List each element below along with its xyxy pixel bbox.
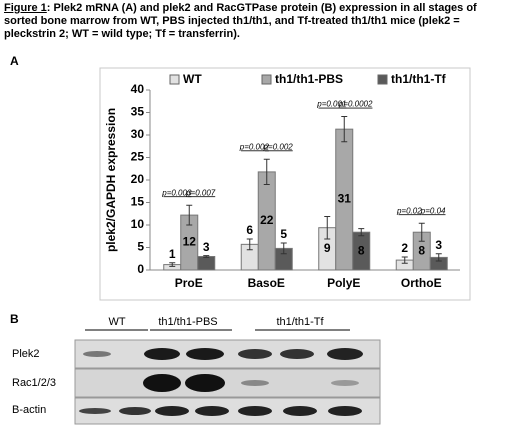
legend-label: WT xyxy=(183,72,202,86)
y-tick-label: 15 xyxy=(131,195,145,209)
y-axis-label: plek2/GAPDH expression xyxy=(104,108,118,252)
value-label: 8 xyxy=(358,243,365,257)
value-label: 31 xyxy=(338,192,352,206)
value-label: 6 xyxy=(246,223,253,237)
error-bar xyxy=(418,222,425,242)
p-value: p=0.003 xyxy=(161,188,192,197)
p-value: p=0.002 xyxy=(239,142,270,151)
error-bar xyxy=(186,204,193,226)
value-label: 12 xyxy=(183,235,197,249)
value-label: 1 xyxy=(169,247,176,261)
y-tick-label: 30 xyxy=(131,127,145,141)
p-value: p=0.0002 xyxy=(338,100,373,109)
row-label: Plek2 xyxy=(12,348,40,360)
error-bar xyxy=(263,158,270,185)
legend-swatch xyxy=(377,74,388,85)
value-label: 8 xyxy=(418,243,425,257)
row-label: B-actin xyxy=(12,404,46,416)
error-bar xyxy=(341,116,348,143)
error-bar xyxy=(169,262,176,267)
legend-label: th1/th1-Tf xyxy=(391,72,447,86)
y-tick-label: 10 xyxy=(131,217,145,231)
y-tick-label: 0 xyxy=(137,262,144,276)
value-label: 3 xyxy=(203,240,210,254)
p-value: p=0.007 xyxy=(185,188,216,197)
value-label: 22 xyxy=(260,213,274,227)
legend-swatch xyxy=(261,74,272,85)
p-value: p=0.001 xyxy=(316,100,346,109)
x-tick-label: OrthoE xyxy=(401,276,442,290)
y-tick-label: 20 xyxy=(131,172,145,186)
bar xyxy=(197,256,216,271)
error-bar xyxy=(203,255,210,258)
x-tick-label: ProE xyxy=(175,276,203,290)
x-tick-label: BasoE xyxy=(248,276,285,290)
lane-label: th1/th1-PBS xyxy=(158,316,217,328)
y-tick-label: 40 xyxy=(131,82,145,96)
x-tick-label: PolyE xyxy=(327,276,360,290)
error-bar xyxy=(358,228,365,237)
y-tick-label: 5 xyxy=(137,240,144,254)
legend-swatch xyxy=(169,74,180,85)
p-value: p=0.02 xyxy=(396,206,422,215)
error-bar xyxy=(280,242,287,255)
error-bar xyxy=(324,215,331,240)
value-label: 3 xyxy=(435,238,442,252)
figure-label: Figure 1 xyxy=(4,2,47,14)
panel-label: A xyxy=(10,54,19,68)
caption: Figure 1: Plek2 mRNA (A) and plek2 and R… xyxy=(4,2,512,41)
error-bar xyxy=(246,238,253,251)
y-tick-label: 25 xyxy=(131,150,145,164)
lane-label: WT xyxy=(108,316,125,328)
caption-text: : Plek2 mRNA (A) and plek2 and RacGTPase… xyxy=(4,2,477,40)
row-label: Rac1/2/3 xyxy=(12,377,56,389)
error-bar xyxy=(401,256,408,264)
lane-label: th1/th1-Tf xyxy=(276,316,324,328)
panel-label: B xyxy=(10,312,19,326)
value-label: 5 xyxy=(280,227,287,241)
y-tick-label: 35 xyxy=(131,105,145,119)
blot xyxy=(74,339,381,425)
p-value: p=0.002 xyxy=(263,142,294,151)
value-label: 9 xyxy=(324,241,331,255)
value-label: 2 xyxy=(401,241,408,255)
legend-label: th1/th1-PBS xyxy=(275,72,343,86)
p-value: p=0.04 xyxy=(420,206,446,215)
error-bar xyxy=(435,253,442,262)
